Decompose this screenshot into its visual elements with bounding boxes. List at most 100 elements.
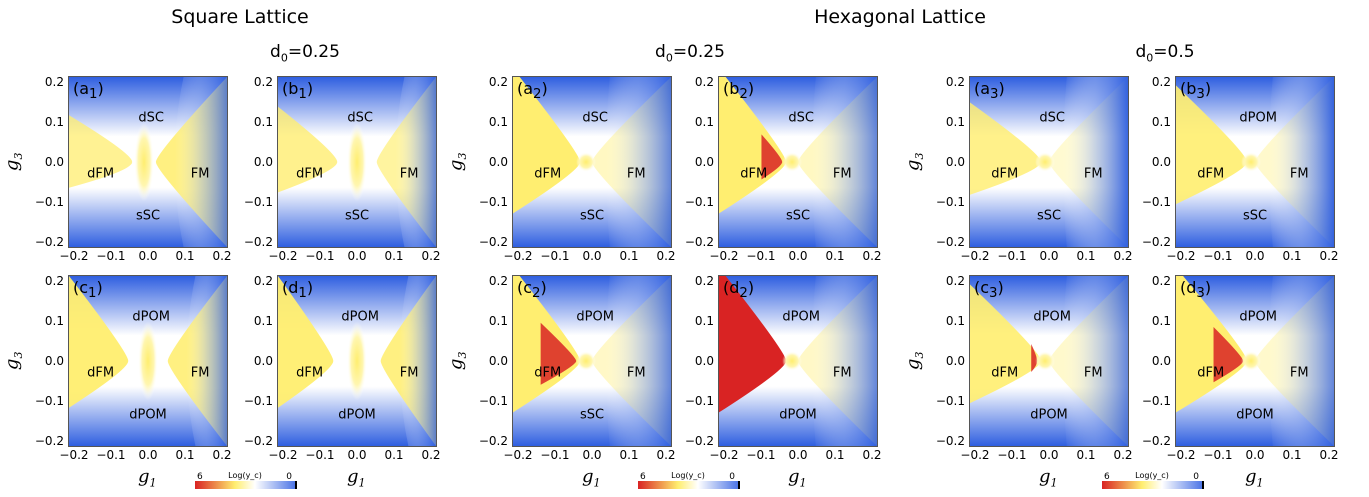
panel-label: (d2) [723,278,754,301]
y-tick-label: 0.2 [945,75,965,89]
fm-region-wash [1062,276,1128,446]
panel-letter: (d [1180,278,1197,297]
region-label: dPOM [132,309,170,325]
y-tick-label: −0.2 [1141,434,1171,448]
panel-label: (a2) [517,79,548,102]
region-label: FM [399,166,419,182]
colorbar-title: Log(y_c) [1135,471,1169,480]
dfm-lobe [69,115,133,188]
x-tick-label: 0.1 [825,448,845,462]
region-label: dPOM [1239,309,1277,325]
saddle-highlight [1035,351,1055,371]
y-tick-label: −0.2 [478,235,508,249]
fm-region-wash [395,77,436,247]
dfm-lobe-high [761,134,783,180]
y-tick-label: −0.2 [243,235,273,249]
panel-close: ) [747,79,755,98]
region-label: FM [190,166,210,182]
y-axis-label-sub: 3 [456,152,470,160]
panel-subscript: 3 [990,87,999,103]
panel-label: (a3) [974,79,1005,102]
region-label: FM [1289,365,1309,381]
panel-close: ) [540,278,547,297]
saddle-highlight [1035,152,1055,172]
y-axis-label: g3 [1,153,25,172]
region-label: dFM [991,365,1019,381]
x-tick-label: 0.2 [421,448,441,462]
heatmap-field [69,276,227,446]
x-tick-label: 0.2 [862,448,882,462]
dfm-lobe-high [1031,344,1038,373]
y-tick-label: −0.2 [478,434,508,448]
x-axis-label-main: g [1245,466,1257,487]
y-tick-label: 0.2 [694,75,714,89]
x-tick-label: 0.2 [1113,448,1133,462]
region-label: FM [832,365,852,381]
dfm-lobe [278,106,338,193]
x-axis-label-main: g [788,466,800,487]
fm-region-wash [1268,77,1334,247]
panel-close: ) [1204,79,1212,98]
y-tick-label: 0.2 [488,75,508,89]
region-label: dFM [534,166,562,182]
dfm-lobe-high [1213,327,1244,383]
x-tick-label: −0.1 [305,249,335,263]
region-label: dPOM [1239,110,1277,126]
fm-region-wash [1268,276,1334,446]
y-axis-label-main: g [445,159,467,172]
colorbar-gradient [195,481,297,489]
y-tick-label: 0.2 [1151,274,1171,288]
colorbar: 6 0 Log(y_c) [1102,471,1204,489]
panel-close: ) [97,79,104,98]
colorbar-min: 6 [640,472,646,482]
colorbar-gradient [638,481,740,489]
x-tick-label: −0.2 [960,249,990,263]
panel-letter: (d [282,278,299,297]
region-label: dPOM [782,309,820,325]
region-label: FM [626,365,646,381]
y-axis-label-main: g [1,159,23,172]
y-tick-label: −0.1 [478,195,508,209]
y-tick-label: 0.0 [253,354,273,368]
heatmap-field [1176,276,1334,446]
x-tick-label: −0.1 [305,448,335,462]
panel-close: ) [306,79,314,98]
x-tick-label: 0.0 [1245,249,1265,263]
y-tick-label: 0.1 [44,314,64,328]
panel-letter: (c [974,278,990,297]
saddle-highlight [1241,351,1261,371]
header-square-lattice: Square Lattice [171,6,309,28]
y-tick-label: 0.0 [1151,354,1171,368]
x-axis-label-main: g [138,466,150,487]
y-axis-label-main: g [445,358,467,371]
panel-letter: (b [723,79,740,98]
x-tick-label: 0.0 [1245,448,1265,462]
x-tick-label: 0.1 [825,249,845,263]
y-tick-label: −0.1 [684,195,714,209]
y-tick-label: 0.2 [1151,75,1171,89]
y-tick-label: −0.2 [34,434,64,448]
y-tick-label: 0.0 [1151,155,1171,169]
panel-subscript: 1 [88,286,97,302]
y-tick-label: −0.1 [1141,394,1171,408]
x-axis-label: g1 [1039,466,1058,490]
y-axis-label: g3 [902,153,926,172]
dfm-lobe [1176,276,1248,413]
fm-region-wash [174,77,227,247]
x-tick-label: 0.2 [212,249,232,263]
x-tick-label: 0.0 [347,448,367,462]
y-tick-label: 0.0 [488,354,508,368]
panel-subscript: 2 [532,286,541,302]
dfm-lobe [513,77,581,214]
region-label: dFM [87,166,115,182]
saddle-highlight [576,351,596,371]
region-label: dSC [138,110,164,126]
panel-label: (d3) [1180,278,1211,301]
heatmap-field [719,276,877,446]
heatmap-panel-b3: (b3) dPOM dFM FM sSC [1175,76,1335,248]
x-tick-label: 0.1 [1282,448,1302,462]
panel-label: (b1) [282,79,313,102]
heatmap-field [970,276,1128,446]
panel-subscript: 2 [533,87,542,103]
x-axis-label-sub: 1 [799,476,807,490]
